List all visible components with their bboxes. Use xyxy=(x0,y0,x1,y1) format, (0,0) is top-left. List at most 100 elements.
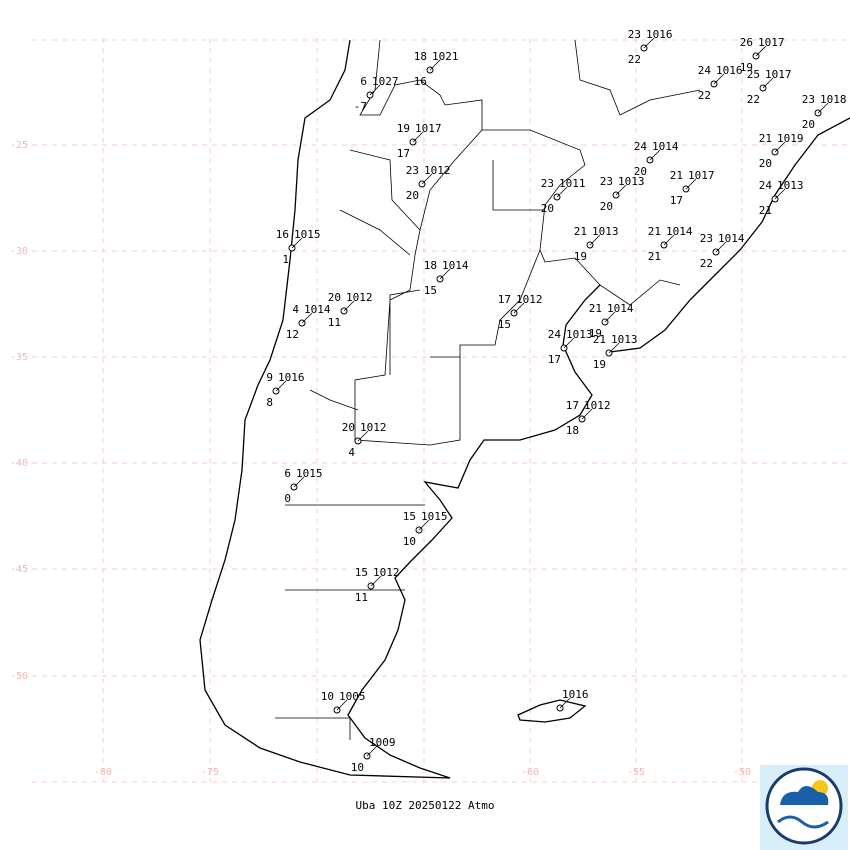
pressure: 1014 xyxy=(718,232,745,245)
wind-barb xyxy=(418,519,430,531)
wind-barb xyxy=(589,234,601,246)
wind-barb xyxy=(715,241,727,253)
wind-barb xyxy=(604,311,616,323)
dewpoint: 20 xyxy=(759,157,772,170)
pressure: 1017 xyxy=(765,68,792,81)
temperature: 23 xyxy=(802,93,815,106)
wind-barb xyxy=(556,186,568,198)
dewpoint: 18 xyxy=(566,424,579,437)
pressure: 1014 xyxy=(666,225,693,238)
dewpoint: 19 xyxy=(593,358,606,371)
pressure: 1013 xyxy=(611,333,638,346)
logo xyxy=(760,765,848,850)
dewpoint: 16 xyxy=(414,75,427,88)
dewpoint: 11 xyxy=(355,591,368,604)
pressure: 1015 xyxy=(421,510,448,523)
temperature: 10 xyxy=(321,690,334,703)
temperature: 21 xyxy=(574,225,587,238)
wind-barb xyxy=(429,59,441,71)
temperature: 21 xyxy=(648,225,661,238)
temperature: 24 xyxy=(759,179,773,192)
falklands xyxy=(517,699,587,723)
wind-barb xyxy=(369,84,381,96)
temperature: 23 xyxy=(700,232,713,245)
wind-barb xyxy=(685,178,697,190)
temperature: 26 xyxy=(740,36,753,49)
pressure: 1014 xyxy=(607,302,634,315)
lon-label: -60 xyxy=(521,767,539,778)
pressure: 1019 xyxy=(777,132,804,145)
temperature: 16 xyxy=(276,228,289,241)
dewpoint: 17 xyxy=(548,353,561,366)
dewpoint: 22 xyxy=(747,93,760,106)
temperature: 20 xyxy=(342,421,355,434)
temperature: 24 xyxy=(698,64,712,77)
wind-barb xyxy=(343,300,355,312)
dewpoint: 21 xyxy=(759,204,772,217)
dewpoint: 20 xyxy=(634,165,647,178)
dewpoint: 0 xyxy=(284,492,291,505)
temperature: 21 xyxy=(670,169,683,182)
pressure: 1013 xyxy=(566,328,593,341)
lon-label: -80 xyxy=(94,767,112,778)
pressure: 1021 xyxy=(432,50,459,63)
dewpoint: 8 xyxy=(266,396,273,409)
borders xyxy=(275,39,701,740)
dewpoint: 11 xyxy=(328,316,341,329)
wind-barb xyxy=(755,45,767,57)
wind-barb xyxy=(608,342,620,354)
pressure: 1016 xyxy=(278,371,305,384)
dewpoint: 19 xyxy=(589,327,602,340)
dewpoint: 20 xyxy=(406,189,419,202)
graticule: -25 -30 -35 -40 -45 -50 -80 -75 -60 -55 -50 xyxy=(10,38,850,783)
lat-label: -50 xyxy=(10,671,28,682)
wind-barb xyxy=(357,430,369,442)
dewpoint: 19 xyxy=(740,61,753,74)
pressure: 1015 xyxy=(294,228,321,241)
dewpoint: 1 xyxy=(282,253,289,266)
pressure: 1009 xyxy=(369,736,396,749)
pressure: 1017 xyxy=(758,36,785,49)
pressure: 1017 xyxy=(415,122,442,135)
dewpoint: 4 xyxy=(348,446,355,459)
lat-label: -45 xyxy=(10,564,28,575)
pressure: 1016 xyxy=(562,688,589,701)
pressure: 1017 xyxy=(688,169,715,182)
dewpoint: 20 xyxy=(600,200,613,213)
wind-barb xyxy=(774,188,786,200)
pressure: 1016 xyxy=(646,28,673,41)
wind-barb xyxy=(663,234,675,246)
pressure: 1027 xyxy=(372,75,399,88)
dewpoint: 20 xyxy=(541,202,554,215)
pressure: 1005 xyxy=(339,690,366,703)
temperature: 19 xyxy=(397,122,410,135)
dewpoint: 20 xyxy=(802,118,815,131)
temperature: 18 xyxy=(414,50,427,63)
temperature: 15 xyxy=(355,566,368,579)
pressure: 1013 xyxy=(618,175,645,188)
temperature: 15 xyxy=(403,510,416,523)
dewpoint: 10 xyxy=(351,761,364,774)
lon-label: -50 xyxy=(733,767,751,778)
pressure: 1015 xyxy=(296,467,323,480)
temperature: 24 xyxy=(634,140,648,153)
temperature: 21 xyxy=(759,132,772,145)
dewpoint: 17 xyxy=(670,194,683,207)
temperature: 17 xyxy=(566,399,579,412)
wind-barb xyxy=(301,312,313,324)
lat-label: -40 xyxy=(10,458,28,469)
wind-barb xyxy=(439,268,451,280)
wind-barb xyxy=(370,575,382,587)
temperature: 23 xyxy=(406,164,419,177)
wind-barb xyxy=(421,173,433,185)
pressure: 1014 xyxy=(304,303,331,316)
dewpoint: 19 xyxy=(574,250,587,263)
dewpoint: 12 xyxy=(286,328,299,341)
dewpoint: 17 xyxy=(397,147,410,160)
coastline xyxy=(199,39,850,779)
temperature: 23 xyxy=(600,175,613,188)
pressure: 1014 xyxy=(652,140,679,153)
temperature: 21 xyxy=(589,302,602,315)
